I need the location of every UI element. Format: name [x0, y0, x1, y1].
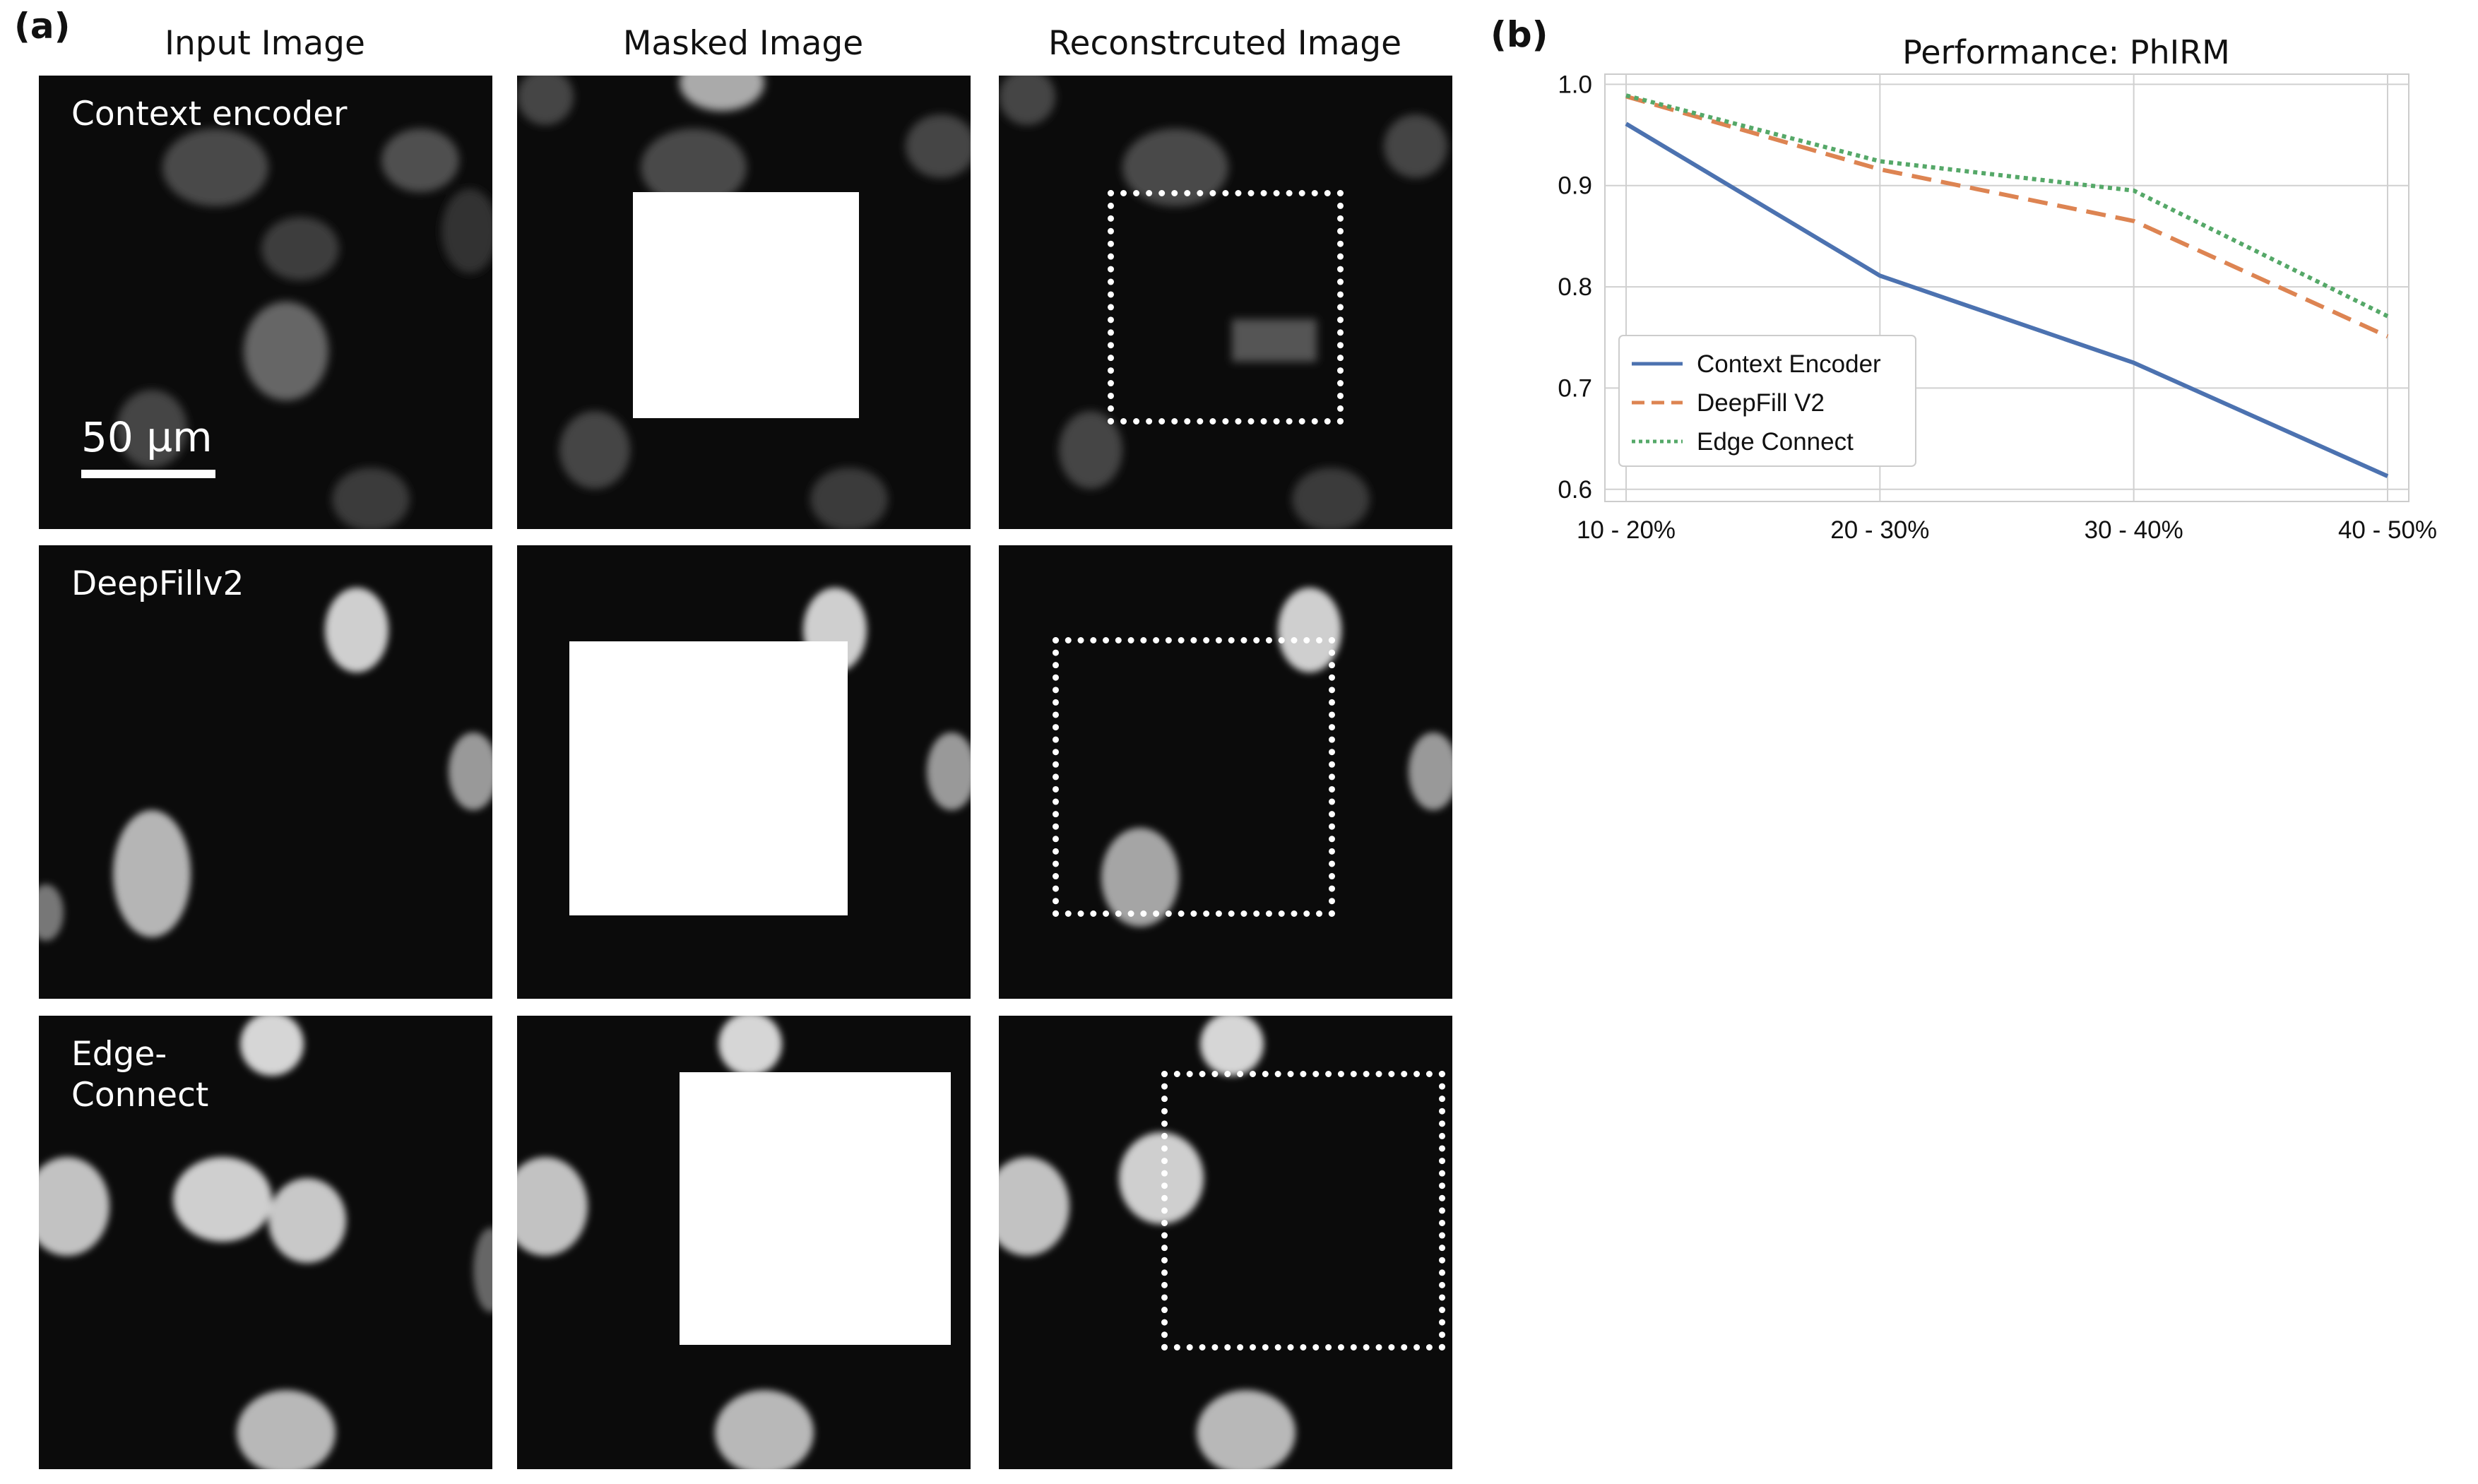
reconstructed-image-context-encoder	[999, 76, 1452, 529]
series	[1625, 93, 2389, 478]
axes: 0.6 0.7 0.8 0.9 1.0 10 - 20% 20 - 30% 30 - 40% 4…	[1558, 71, 2437, 544]
legend-label: DeepFill V2	[1697, 389, 1825, 417]
legend-box	[1618, 335, 1916, 467]
column-header-reconstructed: Reconstrcuted Image	[1048, 24, 1401, 63]
row-label-context-encoder: Context encoder	[71, 95, 348, 133]
reconstruction-region-box	[1053, 637, 1335, 917]
x-tick-label: 40 - 50%	[2338, 516, 2437, 544]
scale-bar	[81, 470, 215, 478]
reconstruction-region-box	[1108, 190, 1344, 425]
y-tick-label: 0.9	[1558, 172, 1592, 200]
legend-label: Context Encoder	[1697, 350, 1881, 378]
reconstruction-region-box	[1161, 1071, 1445, 1351]
panel-label-b: (b)	[1490, 14, 1548, 55]
masked-image-edge-connect	[517, 1016, 971, 1469]
legend: Context Encoder DeepFill V2 Edge Connect	[1618, 335, 1916, 467]
y-tick-label: 0.7	[1558, 374, 1592, 402]
y-tick-label: 0.6	[1558, 476, 1592, 504]
y-tick-label: 0.8	[1558, 273, 1592, 301]
performance-chart: Performance: PhIRM 0.6 0.7 0.8 0.9 1.0 10 - 2…	[1558, 33, 2437, 544]
mask-square	[569, 641, 848, 915]
nuclei-image	[517, 76, 971, 529]
nuclei-image	[999, 76, 1447, 529]
row-label-edge-connect: Edge- Connect	[71, 1035, 209, 1115]
scale-bar-label: 50 µm	[81, 413, 213, 461]
series-line-context-encoder	[1625, 121, 2389, 478]
nuclei-image	[1101, 588, 1452, 927]
mask-square	[680, 1072, 951, 1345]
series-line-deepfill-v2	[1625, 94, 2389, 339]
masked-image-context-encoder	[517, 76, 971, 529]
input-image-deepfillv2: DeepFillv2	[39, 545, 492, 999]
x-tick-label: 20 - 30%	[1830, 516, 1929, 544]
column-header-masked: Masked Image	[622, 24, 864, 63]
input-image-context-encoder: Context encoder 50 µm	[39, 76, 492, 529]
mask-square	[633, 192, 859, 418]
nuclei-image	[517, 1016, 814, 1469]
input-image-edge-connect: Edge- Connect	[39, 1016, 492, 1469]
masked-image-deepfillv2	[517, 545, 971, 999]
nuclei-image	[117, 129, 492, 529]
reconstructed-image-edge-connect	[999, 1016, 1452, 1469]
nuclei-image	[39, 1016, 492, 1469]
reconstructed-image-deepfillv2	[999, 545, 1452, 999]
legend-label: Edge Connect	[1697, 428, 1854, 456]
x-tick-label: 10 - 20%	[1577, 516, 1676, 544]
panel-label-a: (a)	[14, 6, 71, 47]
chart-title: Performance: PhIRM	[1902, 33, 2230, 71]
x-tick-label: 30 - 40%	[2085, 516, 2183, 544]
column-header-input: Input Image	[165, 24, 365, 63]
nuclei-image	[39, 588, 492, 941]
series-line-edge-connect	[1625, 93, 2389, 319]
y-tick-label: 1.0	[1558, 71, 1592, 98]
row-label-deepfillv2: DeepFillv2	[71, 564, 244, 603]
